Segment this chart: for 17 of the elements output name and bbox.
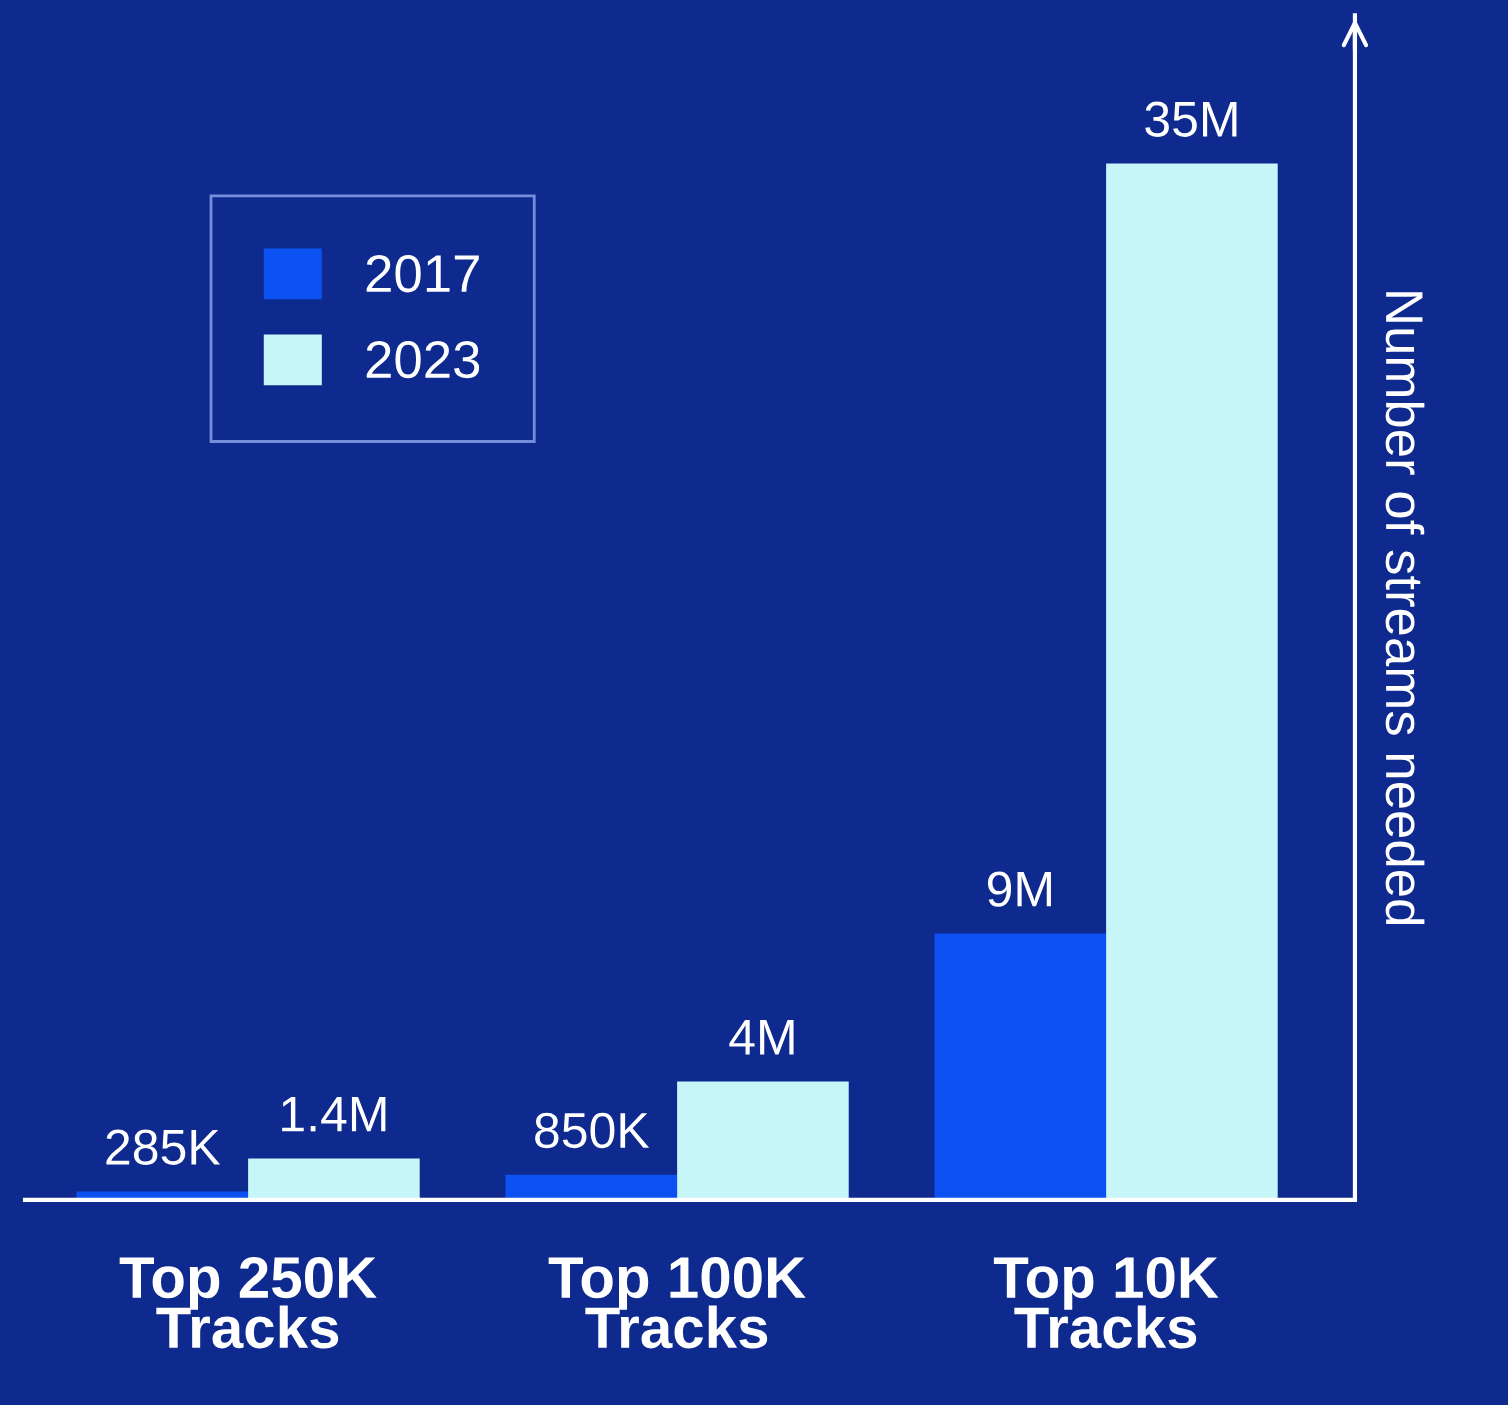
data-label: 1.4M — [282, 1096, 386, 1132]
data-label: 4M — [729, 1019, 794, 1055]
data-label: 35M — [1145, 101, 1237, 137]
bar — [1106, 163, 1278, 1200]
x-tick-label: Top 10K Tracks — [993, 1256, 1219, 1349]
legend-label: 2023 — [366, 340, 480, 379]
bar — [248, 1158, 420, 1200]
x-tick-label: Top 250K Tracks — [119, 1256, 377, 1349]
bar — [934, 933, 1107, 1200]
bar — [677, 1081, 849, 1200]
legend-label: 2017 — [366, 255, 479, 293]
data-label: 9M — [987, 871, 1051, 907]
data-label: 285K — [106, 1129, 221, 1165]
bar — [505, 1174, 678, 1200]
data-label: 850K — [535, 1112, 650, 1149]
y-axis-title: Number of streams needed — [1385, 292, 1425, 925]
x-tick-label: Top 100K Tracks — [548, 1256, 806, 1349]
